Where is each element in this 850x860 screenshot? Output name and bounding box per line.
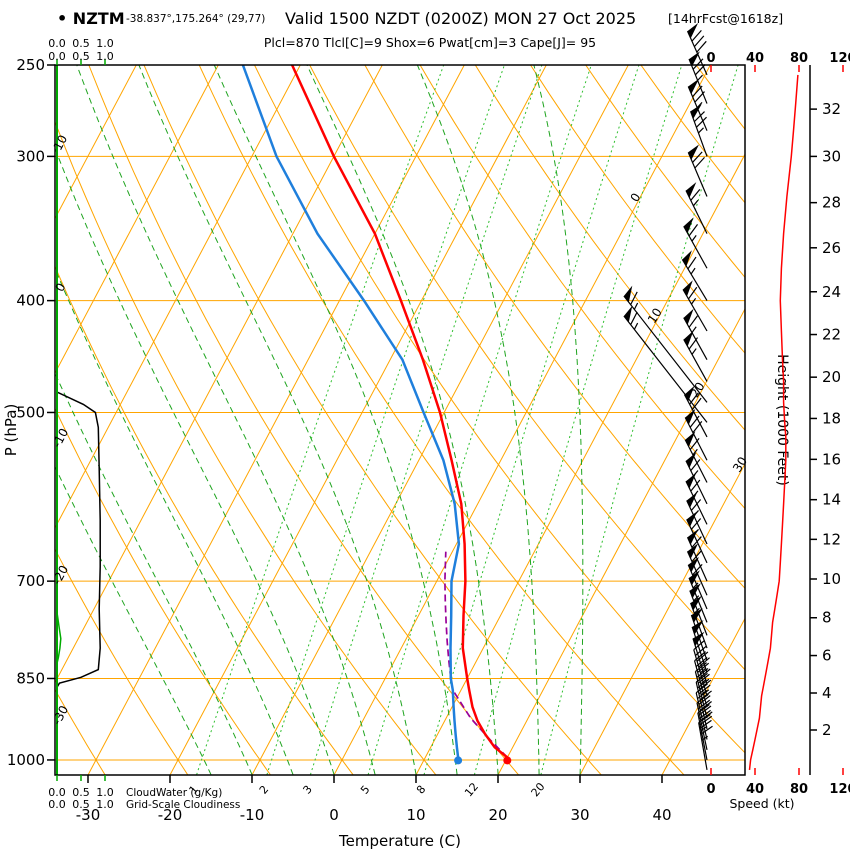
dewpoint-curve	[241, 65, 461, 759]
svg-text:3: 3	[300, 783, 314, 797]
svg-text:0.5: 0.5	[72, 50, 90, 63]
svg-text:6: 6	[822, 647, 832, 665]
wind-barbs	[623, 23, 713, 770]
svg-text:-30: -30	[50, 703, 72, 727]
svg-text:10: 10	[822, 570, 841, 588]
speed-profile	[748, 74, 799, 770]
svg-text:32: 32	[822, 100, 841, 118]
svg-text:10: 10	[645, 306, 665, 326]
svg-text:0: 0	[706, 51, 715, 66]
forecast-tag: [14hrFcst@1618z]	[668, 11, 783, 26]
svg-text:120: 120	[829, 51, 850, 66]
cloudiness-axis-title: Grid-Scale Cloudiness	[126, 799, 240, 811]
svg-text:10: 10	[51, 133, 71, 153]
svg-text:-20: -20	[158, 806, 183, 824]
svg-text:120: 120	[829, 782, 850, 797]
svg-text:1.0: 1.0	[96, 786, 114, 799]
station-label: • NZTM	[57, 9, 125, 28]
svg-text:-20: -20	[50, 563, 72, 587]
svg-text:40: 40	[652, 806, 671, 824]
svg-text:1.0: 1.0	[96, 37, 114, 50]
svg-text:28: 28	[822, 194, 841, 212]
svg-text:22: 22	[822, 326, 841, 344]
svg-text:10: 10	[406, 806, 425, 824]
svg-text:0: 0	[628, 191, 644, 205]
speed-axis-title: Speed (kt)	[729, 796, 794, 811]
svg-text:400: 400	[16, 292, 45, 310]
svg-text:4: 4	[822, 684, 832, 702]
surface-dewpoint-dot	[454, 756, 463, 765]
svg-text:20: 20	[488, 806, 507, 824]
svg-text:30: 30	[730, 454, 750, 474]
valid-time-label: Valid 1500 NZDT (0200Z) MON 27 Oct 2025	[285, 9, 636, 28]
svg-text:500: 500	[16, 403, 45, 421]
svg-text:8: 8	[822, 609, 832, 627]
skewt-background-grid	[55, 65, 745, 775]
svg-text:20: 20	[822, 368, 841, 386]
svg-text:18: 18	[822, 409, 841, 427]
svg-text:0: 0	[706, 782, 715, 797]
svg-text:14: 14	[822, 491, 841, 509]
svg-text:850: 850	[16, 669, 45, 687]
svg-text:12: 12	[822, 530, 841, 548]
svg-text:26: 26	[822, 239, 841, 257]
svg-text:16: 16	[822, 450, 841, 468]
temperature-curve	[290, 65, 509, 759]
pressure-axis-title: P (hPa)	[2, 404, 20, 457]
cloudwater-axis-title: CloudWater (g/Kg)	[126, 787, 222, 799]
svg-text:1000: 1000	[7, 751, 45, 769]
svg-text:-30: -30	[76, 806, 101, 824]
svg-text:8: 8	[414, 783, 428, 797]
svg-text:700: 700	[16, 572, 45, 590]
svg-text:80: 80	[790, 782, 808, 797]
svg-text:250: 250	[16, 56, 45, 74]
svg-text:40: 40	[746, 51, 764, 66]
svg-text:40: 40	[746, 782, 764, 797]
sounding-params: Plcl=870 Tlcl[C]=9 Shox=6 Pwat[cm]=3 Cap…	[264, 35, 596, 50]
svg-text:24: 24	[822, 283, 841, 301]
surface-temperature-dot	[503, 756, 512, 765]
svg-text:0.0: 0.0	[48, 786, 66, 799]
svg-text:0.0: 0.0	[48, 50, 66, 63]
svg-text:2: 2	[822, 721, 832, 739]
svg-text:5: 5	[358, 783, 372, 797]
svg-text:0.5: 0.5	[72, 786, 90, 799]
svg-text:1.0: 1.0	[96, 50, 114, 63]
sounding-curves	[241, 65, 512, 765]
svg-text:1.0: 1.0	[96, 798, 114, 811]
parcel-curve	[444, 551, 508, 758]
cloud-profiles	[56, 65, 101, 775]
temperature-axis-title: Temperature (C)	[338, 832, 461, 850]
svg-text:0.5: 0.5	[72, 37, 90, 50]
svg-text:0: 0	[329, 806, 339, 824]
svg-text:0.5: 0.5	[72, 798, 90, 811]
svg-text:-10: -10	[50, 426, 72, 450]
svg-text:20: 20	[529, 780, 548, 799]
svg-text:30: 30	[822, 147, 841, 165]
svg-text:80: 80	[790, 51, 808, 66]
svg-text:20: 20	[688, 380, 708, 400]
svg-text:0.0: 0.0	[48, 37, 66, 50]
speed-curve	[748, 74, 799, 770]
svg-text:30: 30	[570, 806, 589, 824]
svg-text:12: 12	[462, 780, 481, 799]
station-coords: -38.837°,175.264° (29,77)	[126, 13, 265, 25]
svg-text:0.0: 0.0	[48, 798, 66, 811]
svg-text:2: 2	[257, 783, 271, 797]
height-axis-title: Height (1000 Feet)	[774, 354, 790, 486]
svg-text:300: 300	[16, 147, 45, 165]
svg-text:-10: -10	[240, 806, 265, 824]
